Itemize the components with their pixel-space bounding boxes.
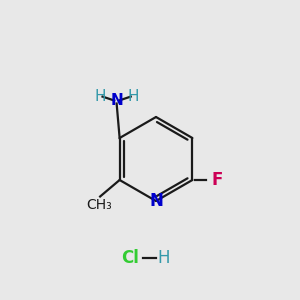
Text: CH₃: CH₃ — [86, 198, 112, 212]
Text: Cl: Cl — [122, 249, 140, 267]
Text: F: F — [212, 171, 223, 189]
Text: H: H — [94, 88, 106, 104]
Text: H: H — [157, 249, 170, 267]
Text: H: H — [128, 88, 139, 104]
Text: N: N — [149, 192, 163, 210]
Text: N: N — [110, 93, 123, 108]
